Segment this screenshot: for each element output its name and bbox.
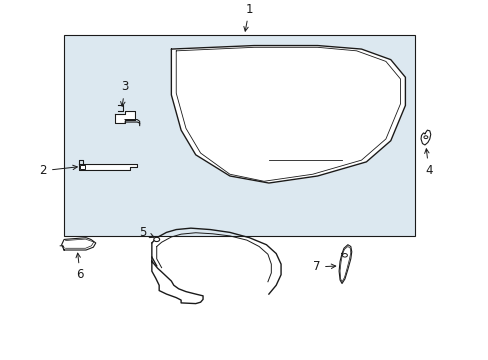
Polygon shape (61, 238, 96, 250)
Polygon shape (79, 164, 137, 170)
Polygon shape (420, 130, 430, 145)
Text: 4: 4 (424, 149, 432, 177)
Polygon shape (338, 245, 351, 284)
Text: 2: 2 (40, 164, 77, 177)
Text: 7: 7 (312, 260, 335, 274)
Circle shape (154, 237, 159, 242)
Polygon shape (171, 46, 405, 183)
Text: 6: 6 (76, 253, 84, 282)
Bar (64, 35, 414, 236)
Text: 3: 3 (121, 80, 128, 106)
Polygon shape (115, 111, 135, 123)
Text: 5: 5 (138, 226, 154, 239)
Bar (80, 165, 85, 168)
Text: 1: 1 (244, 3, 253, 31)
